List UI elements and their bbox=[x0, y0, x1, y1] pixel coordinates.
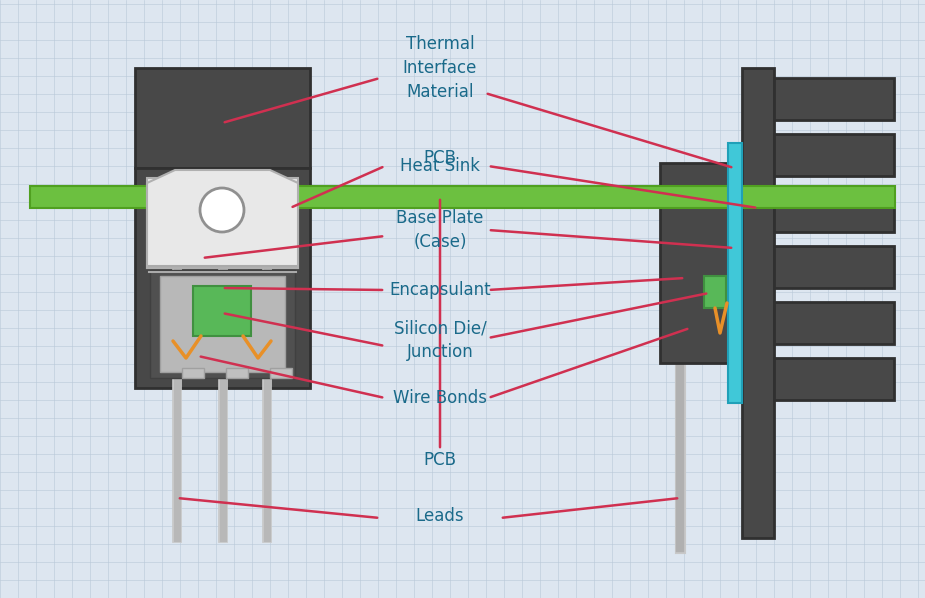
Bar bbox=[704, 276, 726, 308]
Bar bbox=[774, 134, 894, 176]
Bar bbox=[774, 302, 894, 344]
Circle shape bbox=[200, 188, 244, 232]
Bar bbox=[774, 190, 894, 232]
Bar bbox=[226, 368, 248, 378]
Text: PCB: PCB bbox=[424, 149, 457, 167]
Text: Wire Bonds: Wire Bonds bbox=[393, 389, 487, 407]
Bar bbox=[147, 178, 298, 268]
Bar bbox=[742, 68, 774, 538]
Bar bbox=[160, 276, 285, 372]
Polygon shape bbox=[147, 170, 298, 268]
Bar bbox=[135, 68, 310, 168]
Bar bbox=[660, 163, 728, 363]
Text: Base Plate
(Case): Base Plate (Case) bbox=[396, 209, 484, 251]
Bar bbox=[728, 143, 742, 403]
Bar bbox=[270, 368, 292, 378]
Bar bbox=[774, 358, 894, 400]
Bar bbox=[30, 186, 895, 208]
Bar bbox=[193, 286, 251, 336]
Bar bbox=[774, 246, 894, 288]
Bar bbox=[774, 78, 894, 120]
Text: Silicon Die/
Junction: Silicon Die/ Junction bbox=[394, 319, 487, 361]
Text: Leads: Leads bbox=[415, 507, 464, 525]
Text: Encapsulant: Encapsulant bbox=[389, 281, 491, 299]
Text: Thermal
Interface
Material: Thermal Interface Material bbox=[402, 35, 477, 100]
Bar bbox=[150, 270, 295, 378]
Bar bbox=[182, 368, 204, 378]
Text: PCB: PCB bbox=[424, 451, 457, 469]
Bar bbox=[135, 168, 310, 388]
Text: Heat Sink: Heat Sink bbox=[400, 157, 480, 175]
